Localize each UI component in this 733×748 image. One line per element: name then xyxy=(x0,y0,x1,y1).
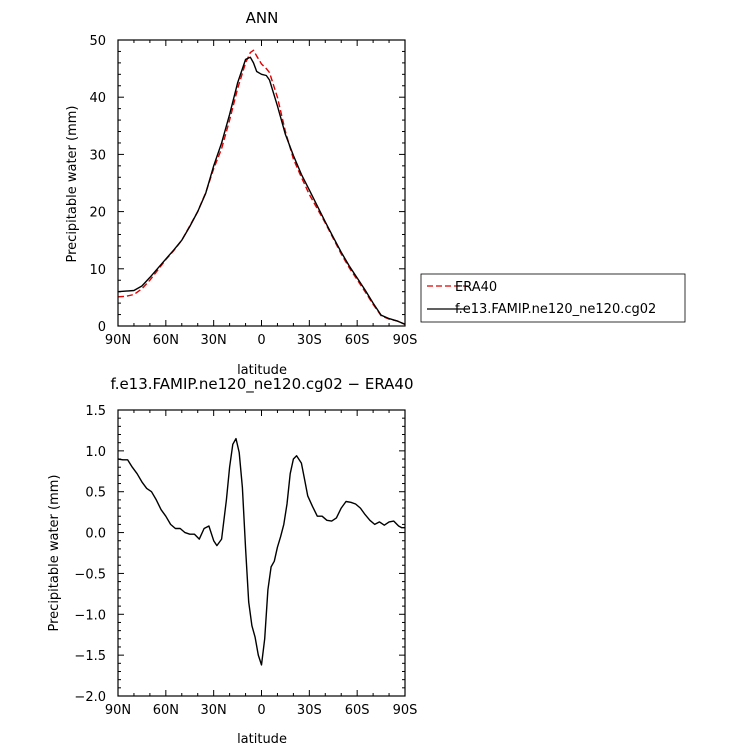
y-tick-label: −0.5 xyxy=(74,567,106,582)
x-tick-label: 30S xyxy=(297,333,322,348)
y-tick-label: 0.5 xyxy=(85,486,106,501)
y-tick-label: 20 xyxy=(89,206,106,221)
y-tick-label: 0 xyxy=(98,320,106,335)
difference-panel: f.e13.FAMIP.ne120_ne120.cg02 − ERA40 Pre… xyxy=(47,375,417,747)
chart-title: f.e13.FAMIP.ne120_ne120.cg02 − ERA40 xyxy=(111,375,414,394)
series-line-era40 xyxy=(117,49,406,325)
precipitable-water-panel: ANN Precipitable water (mm) latitude 90N… xyxy=(65,9,417,378)
x-tick-label: 60S xyxy=(345,333,370,348)
x-tick-label: 0 xyxy=(257,333,265,348)
series-line-f-e13-famip-ne120-ne120-cg02 xyxy=(117,56,406,325)
legend-label-era40: ERA40 xyxy=(455,280,497,295)
x-tick-label: 90S xyxy=(393,703,418,718)
legend-box xyxy=(420,273,686,323)
y-tick-label: 1.0 xyxy=(85,445,106,460)
x-tick-label: 0 xyxy=(257,703,265,718)
x-tick-label: 60S xyxy=(345,703,370,718)
y-tick-label: 0.0 xyxy=(85,527,106,542)
x-tick-label: 30N xyxy=(201,333,227,348)
plot-frame xyxy=(117,409,406,697)
x-tick-label: 30S xyxy=(297,703,322,718)
y-tick-label: −2.0 xyxy=(74,690,106,705)
y-axis-label: Precipitable water (mm) xyxy=(65,106,80,263)
y-tick-label: 50 xyxy=(89,34,106,49)
x-tick-label: 30N xyxy=(201,703,227,718)
x-axis-label: latitude xyxy=(237,363,287,378)
chart-title: ANN xyxy=(246,9,279,27)
y-tick-label: 1.5 xyxy=(85,404,106,419)
y-tick-label: 10 xyxy=(89,263,106,278)
series-line-difference xyxy=(117,437,405,666)
y-axis-label: Precipitable water (mm) xyxy=(47,475,62,632)
x-tick-label: 90S xyxy=(393,333,418,348)
plot-frame xyxy=(117,39,406,327)
y-tick-label: 40 xyxy=(89,91,106,106)
y-tick-label: −1.5 xyxy=(74,649,106,664)
y-tick-label: −1.0 xyxy=(74,608,106,623)
x-tick-label: 60N xyxy=(153,703,179,718)
legend: ERA40 f.e13.FAMIP.ne120_ne120.cg02 xyxy=(420,273,686,323)
x-axis-label: latitude xyxy=(237,732,287,747)
x-tick-label: 90N xyxy=(105,703,131,718)
y-tick-label: 30 xyxy=(89,148,106,163)
legend-label-model: f.e13.FAMIP.ne120_ne120.cg02 xyxy=(455,302,656,317)
x-tick-label: 90N xyxy=(105,333,131,348)
x-tick-label: 60N xyxy=(153,333,179,348)
